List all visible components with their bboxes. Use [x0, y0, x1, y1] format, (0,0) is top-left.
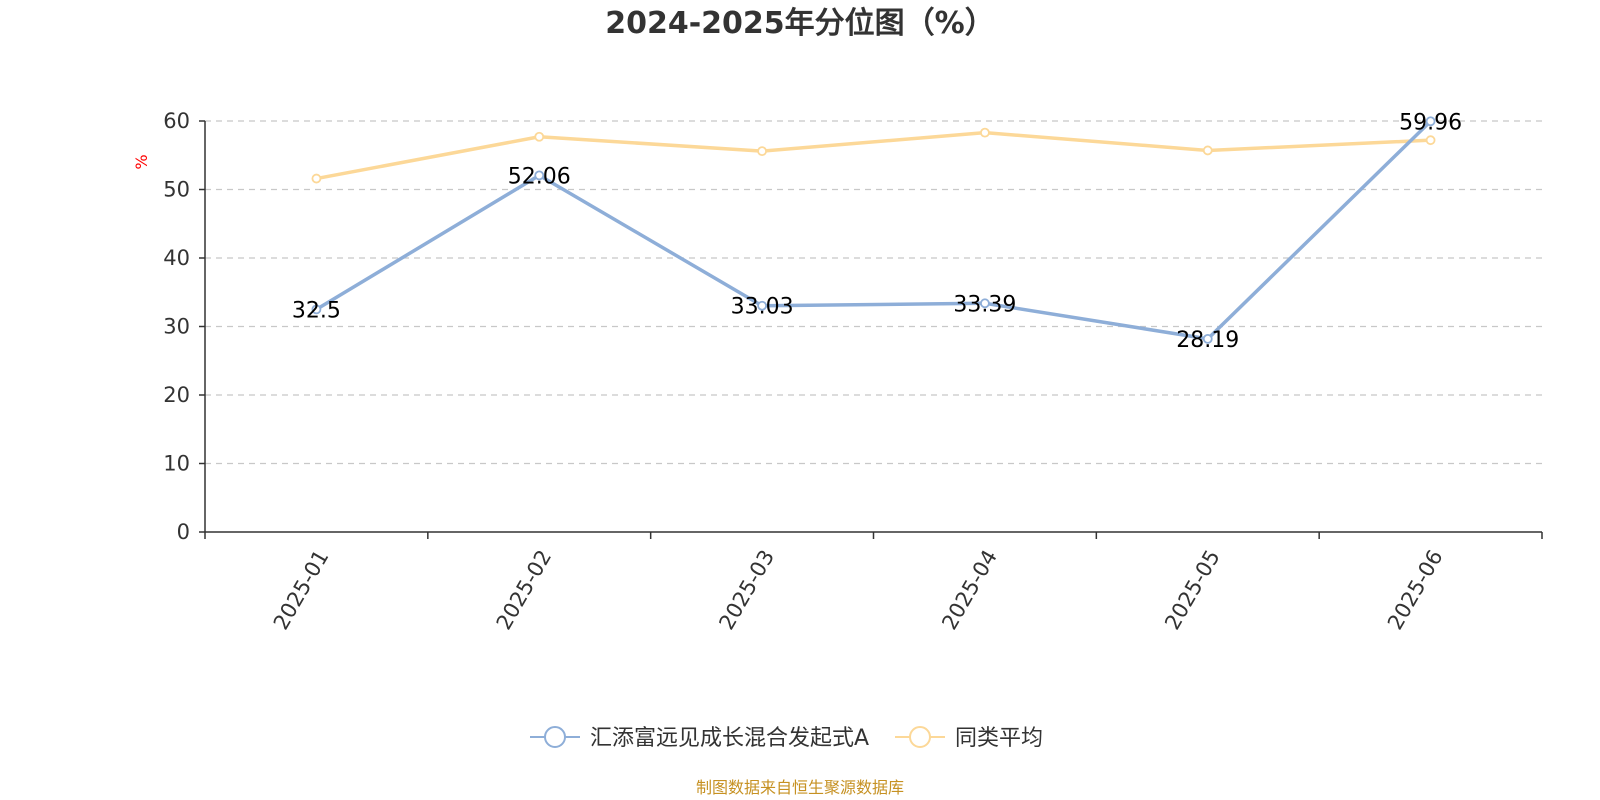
data-point — [757, 146, 767, 157]
legend[interactable]: 汇添富远见成长混合发起式A 同类平均 — [530, 726, 1043, 751]
y-tick-label: 10 — [163, 452, 190, 476]
data-point — [980, 127, 990, 138]
y-tick-label: 60 — [163, 109, 190, 133]
source-note: 制图数据来自恒生聚源数据库 — [696, 778, 904, 797]
data-point — [1425, 135, 1436, 146]
data-point — [534, 131, 545, 142]
data-point — [1425, 116, 1436, 127]
data-point — [1202, 333, 1213, 344]
axes: 0 10 20 30 40 50 60 2025-01 2025-02 2025-03 2025-0… — [163, 109, 1543, 634]
data-label: 52.06 — [508, 164, 571, 189]
data-labels: 32.5 52.06 33.03 33.39 28.19 59.96 — [292, 110, 1462, 353]
data-point — [534, 170, 545, 181]
legend-label: 同类平均 — [955, 726, 1043, 751]
data-point — [980, 298, 990, 309]
y-tick-label: 0 — [177, 520, 190, 544]
y-axis-unit: % — [132, 154, 151, 169]
x-tick-label: 2025-06 — [1383, 546, 1448, 634]
grid-lines — [205, 120, 1542, 465]
series-line — [316, 130, 1431, 181]
data-point — [757, 300, 767, 311]
data-point — [1202, 145, 1213, 156]
chart-title: 2024-2025年分位图（%） — [605, 6, 995, 41]
data-label: 33.03 — [731, 295, 794, 320]
legend-label: 汇添富远见成长混合发起式A — [590, 726, 869, 751]
y-tick-label: 50 — [163, 178, 190, 202]
data-point — [311, 304, 322, 315]
x-tick-label: 2025-03 — [714, 546, 779, 634]
y-tick-label: 20 — [163, 383, 190, 407]
y-tick-label: 40 — [163, 246, 190, 270]
legend-item[interactable]: 同类平均 — [895, 726, 1043, 751]
legend-marker-icon — [909, 726, 931, 748]
data-label: 32.5 — [292, 298, 341, 323]
x-tick-label: 2025-04 — [937, 546, 1002, 634]
series-layer — [311, 116, 1436, 344]
data-label: 28.19 — [1176, 328, 1239, 353]
data-label: 33.39 — [953, 292, 1016, 317]
y-tick-label: 30 — [163, 315, 190, 339]
series-line — [315, 120, 1432, 341]
data-label: 59.96 — [1399, 110, 1462, 135]
legend-marker-icon — [544, 726, 566, 748]
x-tick-label: 2025-02 — [492, 546, 557, 634]
x-tick-label: 2025-05 — [1160, 546, 1225, 634]
legend-item[interactable]: 汇添富远见成长混合发起式A — [530, 726, 869, 751]
data-point — [311, 173, 322, 184]
x-tick-label: 2025-01 — [269, 546, 334, 634]
